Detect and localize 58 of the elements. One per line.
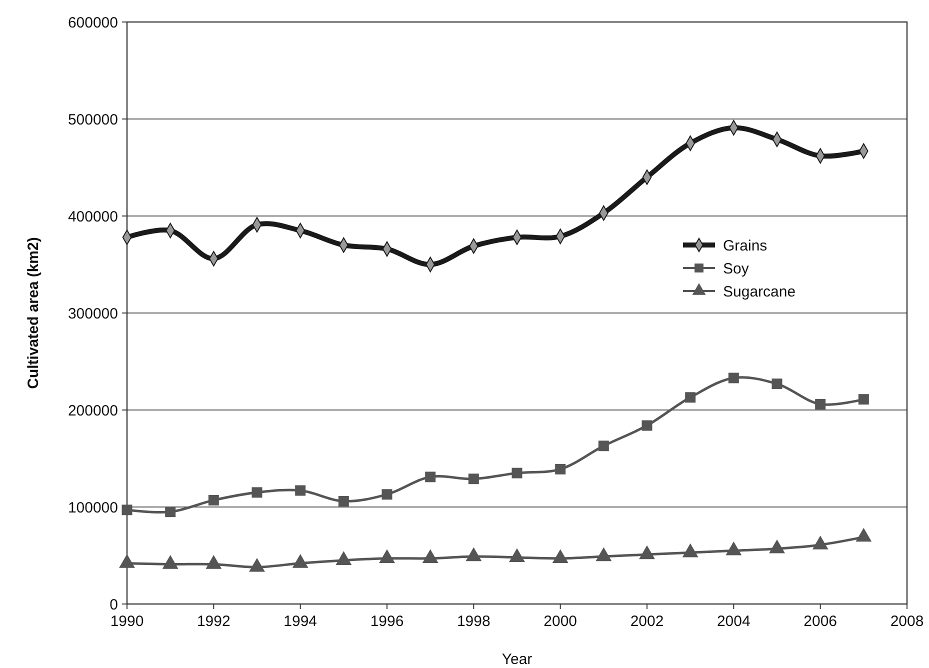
- point: [292, 554, 308, 568]
- x-tick-label: 1990: [110, 613, 144, 630]
- point: [165, 506, 176, 518]
- x-tick-label: 2000: [544, 613, 578, 630]
- point: [379, 549, 395, 564]
- legend-label: Soy: [723, 260, 750, 278]
- point: [858, 394, 869, 405]
- x-tick-label: 1996: [370, 613, 404, 630]
- point: [728, 372, 739, 384]
- point: [596, 547, 612, 562]
- point: [639, 545, 655, 560]
- x-tick-label: 1998: [456, 613, 490, 630]
- point: [555, 464, 566, 474]
- point: [512, 468, 522, 478]
- y-axis-title: Cultivated area (km2): [25, 237, 42, 389]
- point: [338, 496, 349, 506]
- point: [336, 551, 352, 565]
- point: [812, 536, 828, 550]
- x-tick-label: 2004: [716, 613, 750, 630]
- point: [249, 558, 265, 572]
- point: [382, 489, 392, 500]
- x-tick-label: 1992: [196, 613, 230, 630]
- y-tick-label: 300000: [68, 305, 118, 322]
- point: [682, 543, 698, 558]
- point: [208, 494, 219, 506]
- x-axis-title: Year: [502, 651, 532, 668]
- legend-label: Sugarcane: [723, 283, 796, 300]
- x-tick-label: 1994: [284, 613, 318, 630]
- point: [552, 549, 568, 564]
- y-tick-label: 400000: [68, 208, 118, 226]
- point: [598, 440, 609, 452]
- y-tick-label: 100000: [68, 499, 118, 516]
- point: [685, 392, 696, 403]
- point: [252, 487, 262, 498]
- point: [162, 555, 178, 569]
- x-tick-label: 2006: [804, 613, 838, 630]
- point: [206, 555, 222, 569]
- point: [468, 474, 479, 484]
- y-tick-label: 0: [110, 596, 118, 614]
- point: [425, 472, 436, 482]
- point: [642, 420, 652, 431]
- point: [466, 547, 482, 562]
- point: [295, 485, 306, 496]
- y-tick-label: 600000: [68, 14, 118, 32]
- point: [856, 528, 872, 542]
- x-tick-label: 2008: [890, 613, 924, 630]
- point: [509, 548, 525, 562]
- point: [122, 504, 132, 516]
- point: [769, 540, 785, 554]
- point: [422, 549, 438, 564]
- point: [726, 541, 742, 556]
- point: [772, 378, 782, 390]
- legend-label: Grains: [723, 237, 768, 254]
- y-tick-label: 500000: [68, 111, 118, 128]
- x-tick-label: 2002: [630, 613, 664, 630]
- point: [119, 554, 135, 568]
- y-tick-label: 200000: [68, 402, 118, 420]
- point: [815, 398, 826, 410]
